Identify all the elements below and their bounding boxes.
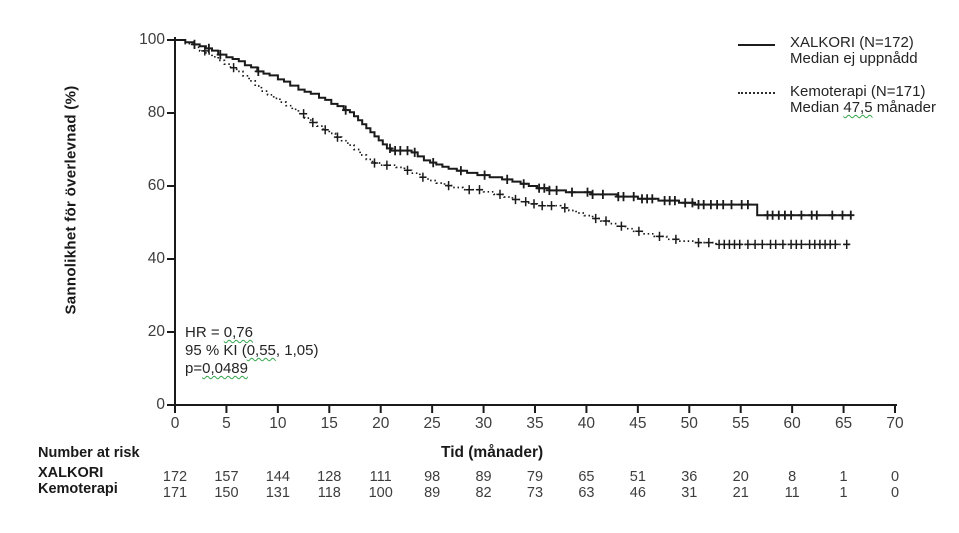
y-tick-label: 40 bbox=[147, 250, 165, 267]
kemoterapi-dotted-line-sample bbox=[738, 92, 775, 94]
risk-count: 89 bbox=[475, 469, 492, 485]
y-tick-label: 60 bbox=[147, 177, 165, 194]
legend-label-kemoterapi: Kemoterapi (N=171) bbox=[790, 83, 926, 100]
risk-count: 1 bbox=[839, 469, 848, 485]
y-tick-label: 80 bbox=[147, 104, 165, 121]
x-tick-label: 10 bbox=[269, 415, 287, 432]
risk-count: 20 bbox=[732, 469, 749, 485]
risk-count: 118 bbox=[317, 485, 341, 501]
x-tick-label: 40 bbox=[577, 415, 596, 432]
kemoterapi-survival-curve bbox=[175, 39, 852, 246]
risk-count: 8 bbox=[788, 469, 797, 485]
risk-count: 144 bbox=[265, 469, 290, 485]
p-value-line: p=0,0489 bbox=[185, 360, 248, 377]
x-tick-label: 55 bbox=[732, 415, 750, 432]
risk-count: 82 bbox=[475, 485, 492, 501]
xalkori-censor-marks bbox=[190, 39, 855, 220]
x-tick-label: 35 bbox=[526, 415, 544, 432]
risk-count: 157 bbox=[214, 469, 239, 485]
hazard-ratio-line: HR = 0,76 bbox=[185, 324, 253, 341]
risk-count: 73 bbox=[526, 485, 544, 501]
stats-annotation: HR = 0,76 95 % KI (0,55, 1,05) p=0,0489 bbox=[185, 324, 318, 378]
risk-count: 51 bbox=[629, 469, 646, 485]
risk-count: 150 bbox=[214, 485, 239, 501]
median-value-spellcheck: 47,5 bbox=[843, 99, 873, 116]
x-tick-label: 30 bbox=[474, 415, 493, 432]
x-tick-label: 25 bbox=[423, 415, 441, 432]
xalkori-survival-curve bbox=[175, 39, 852, 217]
risk-row-label-xalkori: XALKORI bbox=[38, 465, 104, 481]
risk-count: 0 bbox=[890, 485, 900, 501]
legend: XALKORI (N=172) Median ej uppnådd Kemote… bbox=[738, 35, 936, 116]
x-tick-label: 70 bbox=[886, 415, 904, 432]
risk-count: 1 bbox=[839, 485, 848, 501]
risk-count: 0 bbox=[890, 469, 900, 485]
y-tick-label: 20 bbox=[147, 323, 165, 340]
risk-count: 111 bbox=[369, 469, 392, 485]
risk-count: 21 bbox=[732, 485, 749, 501]
y-tick-label: 100 bbox=[139, 31, 165, 48]
x-tick-label: 20 bbox=[372, 415, 390, 432]
hr-value-spellcheck: 0,76 bbox=[223, 324, 253, 341]
risk-count: 128 bbox=[317, 469, 342, 485]
confidence-interval-line: 95 % KI (0,55, 1,05) bbox=[185, 342, 319, 359]
x-tick-label: 60 bbox=[783, 415, 801, 432]
risk-count: 171 bbox=[162, 485, 188, 501]
risk-table-title: Number at risk bbox=[38, 445, 140, 461]
x-tick-label: 0 bbox=[170, 415, 180, 432]
x-tick-label: 65 bbox=[834, 415, 853, 432]
x-tick-label: 50 bbox=[680, 415, 698, 432]
risk-count: 100 bbox=[368, 485, 393, 501]
risk-count: 98 bbox=[424, 469, 441, 485]
risk-count: 63 bbox=[578, 485, 595, 501]
legend-median-xalkori: Median ej uppnådd bbox=[790, 50, 918, 67]
risk-row-label-kemoterapi: Kemoterapi bbox=[38, 481, 118, 497]
legend-item-xalkori: XALKORI (N=172) Median ej uppnådd bbox=[738, 35, 936, 67]
risk-count: 89 bbox=[424, 485, 441, 501]
risk-count: 79 bbox=[526, 469, 544, 485]
legend-item-kemoterapi: Kemoterapi (N=171) Median 47,5 månader bbox=[738, 84, 936, 116]
y-tick-label: 0 bbox=[156, 396, 165, 413]
risk-count: 46 bbox=[629, 485, 646, 501]
legend-median-kemoterapi: Median 47,5 månader bbox=[790, 99, 936, 116]
x-axis-title: Tid (månader) bbox=[441, 444, 544, 461]
kemoterapi-censor-marks bbox=[201, 46, 851, 249]
risk-count: 131 bbox=[265, 485, 290, 501]
xalkori-solid-line-sample bbox=[738, 44, 775, 46]
ci-low-spellcheck: 0,55 bbox=[246, 342, 276, 359]
x-tick-label: 45 bbox=[629, 415, 647, 432]
p-value-spellcheck: 0,0489 bbox=[202, 360, 248, 377]
risk-count: 11 bbox=[784, 485, 800, 501]
risk-count: 65 bbox=[578, 469, 595, 485]
risk-count: 31 bbox=[681, 485, 698, 501]
legend-label-xalkori: XALKORI (N=172) bbox=[790, 34, 914, 51]
x-tick-label: 15 bbox=[320, 415, 338, 432]
risk-count: 172 bbox=[162, 469, 188, 485]
x-tick-label: 5 bbox=[222, 415, 231, 432]
y-axis-title: Sannolikhet för överlevnad (%) bbox=[62, 85, 80, 315]
risk-count: 36 bbox=[681, 469, 698, 485]
